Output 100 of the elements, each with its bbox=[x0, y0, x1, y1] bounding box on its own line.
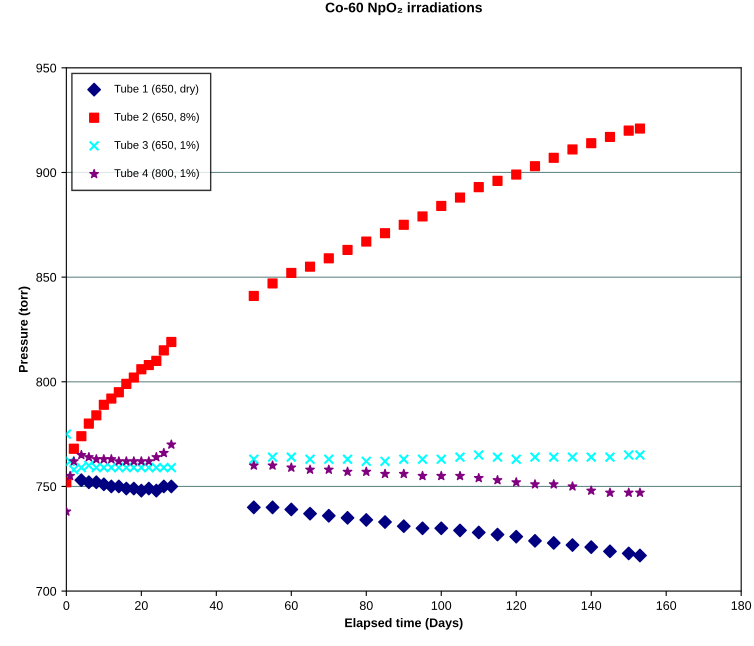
point bbox=[586, 452, 597, 463]
point bbox=[398, 220, 409, 230]
point bbox=[267, 278, 278, 288]
y-tick-label: 950 bbox=[36, 64, 56, 72]
point bbox=[305, 464, 315, 474]
point bbox=[605, 488, 615, 497]
y-tick-label: 750 bbox=[36, 482, 56, 492]
point bbox=[268, 460, 278, 470]
point bbox=[436, 454, 447, 465]
point bbox=[98, 454, 109, 464]
point bbox=[360, 456, 372, 467]
point bbox=[511, 477, 522, 486]
point bbox=[530, 161, 540, 172]
x-tick-label: 40 bbox=[210, 601, 223, 610]
point bbox=[548, 152, 559, 163]
point bbox=[548, 479, 559, 489]
point bbox=[528, 534, 542, 548]
point bbox=[128, 456, 139, 466]
point bbox=[566, 538, 580, 552]
point bbox=[634, 123, 646, 134]
point bbox=[84, 452, 94, 462]
point bbox=[324, 253, 334, 264]
point bbox=[342, 454, 353, 465]
point bbox=[568, 481, 578, 491]
point bbox=[380, 456, 390, 467]
point bbox=[454, 192, 466, 203]
point bbox=[114, 387, 124, 398]
legend-label: Tube 1 (650, dry) bbox=[114, 84, 198, 95]
point bbox=[151, 452, 162, 462]
point bbox=[398, 468, 409, 478]
point bbox=[322, 508, 336, 523]
point bbox=[492, 475, 502, 484]
point bbox=[158, 345, 169, 356]
point bbox=[546, 536, 561, 550]
point bbox=[66, 456, 76, 467]
point bbox=[548, 452, 560, 463]
point bbox=[304, 262, 316, 272]
x-tick-label: 0 bbox=[63, 601, 70, 610]
point bbox=[166, 336, 176, 348]
point bbox=[472, 526, 486, 540]
point bbox=[434, 521, 448, 536]
point bbox=[98, 400, 109, 410]
point bbox=[91, 454, 102, 464]
point bbox=[453, 523, 467, 538]
point bbox=[361, 466, 372, 476]
point bbox=[284, 502, 298, 516]
point bbox=[586, 486, 596, 495]
point bbox=[304, 454, 316, 465]
x-tick-label: 100 bbox=[432, 601, 452, 610]
point bbox=[121, 456, 132, 466]
point bbox=[604, 132, 616, 142]
y-axis-title: Pressure (torr) bbox=[18, 286, 30, 372]
point bbox=[584, 540, 598, 554]
x-tick-label: 20 bbox=[135, 601, 148, 610]
point bbox=[380, 228, 390, 238]
point bbox=[361, 236, 372, 247]
point bbox=[492, 452, 503, 463]
point bbox=[509, 530, 524, 544]
point bbox=[624, 488, 634, 497]
point bbox=[248, 454, 260, 465]
point bbox=[324, 464, 334, 474]
point bbox=[567, 144, 578, 155]
y-tick-label: 850 bbox=[36, 272, 56, 282]
point bbox=[436, 470, 446, 480]
point bbox=[359, 513, 374, 527]
x-tick-label: 160 bbox=[656, 601, 676, 610]
point bbox=[396, 519, 411, 534]
point bbox=[633, 548, 647, 562]
point bbox=[248, 290, 259, 302]
y-tick-label: 900 bbox=[36, 168, 56, 178]
point bbox=[248, 460, 259, 470]
point bbox=[342, 466, 352, 476]
x-tick-label: 60 bbox=[284, 601, 298, 610]
point bbox=[492, 176, 503, 186]
point bbox=[622, 546, 636, 560]
point bbox=[128, 372, 139, 383]
point bbox=[68, 444, 79, 454]
point bbox=[323, 454, 334, 465]
point bbox=[166, 439, 176, 449]
point bbox=[474, 472, 484, 482]
point bbox=[474, 182, 484, 192]
point bbox=[530, 452, 540, 463]
point bbox=[151, 356, 162, 366]
x-tick-label: 120 bbox=[506, 601, 526, 610]
point bbox=[586, 138, 596, 148]
legend-label: Tube 2 (650, 8%) bbox=[114, 112, 199, 123]
point bbox=[473, 450, 484, 460]
point bbox=[418, 470, 428, 480]
chart-title: Co-60 NpO₂ irradiations bbox=[326, 2, 482, 16]
point bbox=[398, 454, 410, 465]
point bbox=[417, 211, 428, 222]
point bbox=[635, 488, 645, 497]
point bbox=[604, 452, 616, 463]
point bbox=[267, 452, 278, 463]
point bbox=[378, 515, 392, 529]
point bbox=[158, 448, 169, 458]
point bbox=[511, 169, 522, 180]
legend-label: Tube 3 (650, 1%) bbox=[114, 140, 199, 152]
x-tick-label: 180 bbox=[732, 601, 752, 610]
point bbox=[342, 244, 353, 256]
